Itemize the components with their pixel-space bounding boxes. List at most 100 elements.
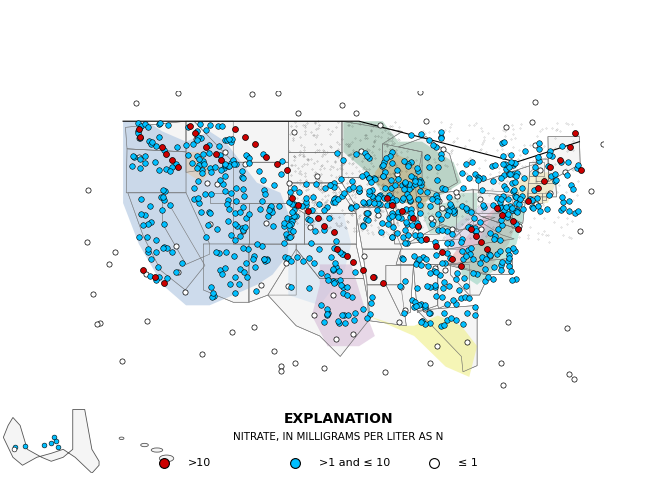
Point bbox=[507, 217, 518, 225]
Point bbox=[190, 130, 201, 137]
Point bbox=[224, 135, 234, 142]
Point bbox=[230, 160, 241, 167]
Point bbox=[392, 170, 403, 177]
Point bbox=[502, 196, 513, 203]
Point bbox=[396, 196, 407, 203]
Point bbox=[330, 238, 341, 245]
Point bbox=[498, 138, 509, 146]
Point bbox=[300, 180, 311, 188]
Point bbox=[431, 192, 442, 199]
Point bbox=[421, 255, 431, 262]
Point bbox=[326, 253, 336, 261]
Point bbox=[486, 162, 497, 169]
Point bbox=[387, 233, 398, 241]
Point bbox=[503, 171, 514, 178]
Point bbox=[211, 225, 222, 232]
Point bbox=[266, 208, 277, 216]
Point bbox=[369, 199, 380, 206]
Point bbox=[189, 195, 200, 203]
Point bbox=[470, 227, 481, 234]
Point bbox=[493, 204, 504, 212]
Point bbox=[167, 156, 178, 164]
Point bbox=[545, 173, 556, 180]
Point bbox=[280, 259, 291, 267]
Point bbox=[381, 202, 392, 209]
Point bbox=[541, 205, 552, 213]
Point bbox=[325, 181, 336, 189]
Point bbox=[510, 159, 521, 166]
Point bbox=[225, 231, 236, 239]
Point bbox=[398, 256, 409, 263]
Point bbox=[263, 212, 274, 220]
Point bbox=[344, 185, 354, 193]
Point bbox=[487, 177, 498, 185]
Point bbox=[458, 274, 469, 282]
Point bbox=[151, 236, 161, 244]
Point bbox=[531, 194, 542, 201]
Point bbox=[526, 196, 537, 204]
Polygon shape bbox=[450, 264, 489, 295]
Point bbox=[436, 128, 446, 135]
Point bbox=[407, 215, 418, 222]
Point bbox=[192, 127, 203, 134]
Point bbox=[429, 267, 440, 274]
Point bbox=[358, 252, 369, 260]
Point bbox=[225, 189, 236, 197]
Point bbox=[196, 169, 207, 176]
Point bbox=[518, 205, 529, 213]
Point bbox=[147, 138, 158, 146]
Point bbox=[322, 272, 332, 280]
Point bbox=[82, 186, 93, 194]
Point bbox=[550, 170, 561, 177]
Point bbox=[422, 188, 433, 196]
Point bbox=[429, 264, 440, 272]
Polygon shape bbox=[383, 144, 422, 188]
Point bbox=[503, 318, 514, 326]
Point bbox=[238, 185, 249, 193]
Point bbox=[366, 186, 377, 194]
Point bbox=[440, 266, 450, 274]
Point bbox=[481, 245, 492, 253]
Polygon shape bbox=[446, 203, 509, 254]
Point bbox=[265, 203, 275, 211]
Point bbox=[153, 166, 164, 174]
Point bbox=[406, 131, 417, 139]
Point bbox=[348, 316, 359, 324]
Point bbox=[423, 136, 434, 144]
Point bbox=[132, 129, 143, 137]
Point bbox=[445, 200, 456, 207]
Point bbox=[379, 158, 389, 166]
Point bbox=[527, 204, 538, 211]
Point bbox=[230, 273, 241, 281]
Point bbox=[573, 161, 584, 168]
Point bbox=[309, 311, 320, 319]
Point bbox=[222, 163, 233, 170]
Point bbox=[336, 101, 347, 109]
Point bbox=[225, 138, 236, 146]
Polygon shape bbox=[396, 249, 464, 264]
Point bbox=[322, 311, 333, 318]
Point bbox=[452, 269, 463, 277]
Polygon shape bbox=[194, 121, 288, 162]
Point bbox=[519, 174, 529, 182]
Point bbox=[39, 442, 50, 449]
Point bbox=[364, 198, 375, 206]
Polygon shape bbox=[126, 149, 186, 193]
Point bbox=[365, 300, 376, 307]
Point bbox=[410, 260, 421, 268]
Point bbox=[250, 140, 261, 148]
Point bbox=[146, 141, 157, 148]
Point bbox=[498, 160, 509, 168]
Point bbox=[504, 262, 515, 270]
Point bbox=[157, 143, 168, 151]
Polygon shape bbox=[473, 190, 519, 213]
Point bbox=[240, 160, 251, 168]
Polygon shape bbox=[536, 159, 549, 182]
Point bbox=[400, 226, 411, 234]
Point bbox=[430, 292, 441, 300]
Point bbox=[387, 233, 398, 240]
Point bbox=[284, 233, 295, 240]
Point bbox=[416, 178, 427, 186]
Point bbox=[417, 253, 428, 261]
Point bbox=[499, 182, 510, 189]
